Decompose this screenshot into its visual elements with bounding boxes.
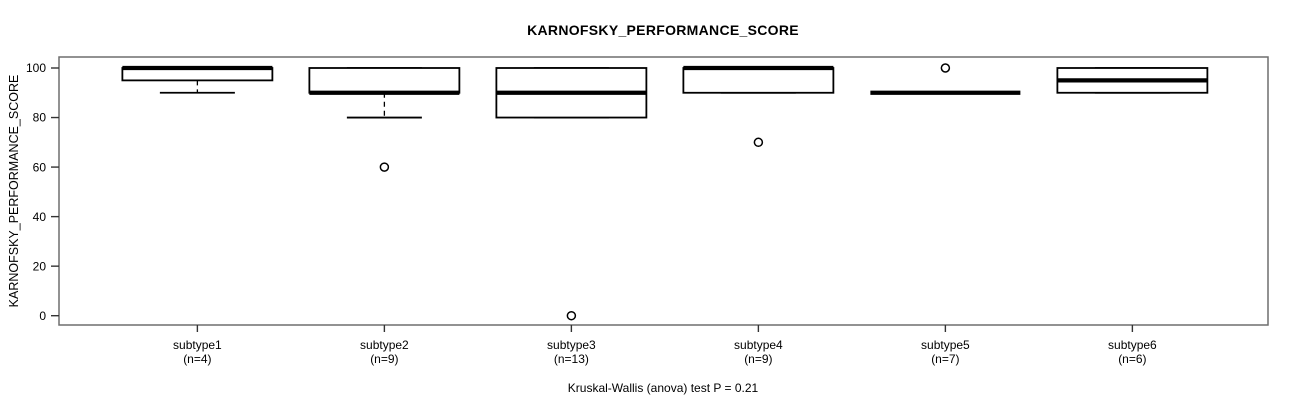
plot-frame [58,56,1269,326]
outlier-point [940,63,951,73]
box-group-subtype2 [308,67,461,172]
box-group-subtype5 [870,63,1021,95]
category-n-label: (n=9) [744,352,772,366]
category-label: subtype6 [1108,338,1157,352]
box-group-subtype3 [495,67,648,321]
y-tick-label: 40 [33,210,47,224]
y-tick-label: 0 [39,309,46,323]
boxplot-canvas [121,63,1209,321]
category-n-label: (n=13) [554,352,589,366]
y-tick-label: 20 [33,259,47,273]
outlier-point [753,137,764,148]
category-n-label: (n=9) [370,352,398,366]
category-n-label: (n=4) [183,352,211,366]
stat-test-footer: Kruskal-Wallis (anova) test P = 0.21 [568,381,759,395]
y-axis-title: KARNOFSKY_PERFORMANCE_SCORE [7,75,21,308]
category-n-label: (n=6) [1118,352,1146,366]
x-axis: subtype1(n=4)subtype2(n=9)subtype3(n=13)… [173,325,1157,366]
box-group-subtype6 [1056,67,1209,94]
outlier-point [379,162,390,172]
chart-title: KARNOFSKY_PERFORMANCE_SCORE [527,22,799,38]
y-tick-label: 60 [33,160,47,174]
category-label: subtype4 [734,338,783,352]
y-tick-label: 100 [26,61,46,75]
category-n-label: (n=7) [931,352,959,366]
category-label: subtype5 [921,338,970,352]
box-group-subtype4 [682,65,835,148]
outlier-point [566,310,577,321]
category-label: subtype1 [173,338,222,352]
category-label: subtype3 [547,338,596,352]
iqr-box [682,67,835,94]
y-axis: 0 20 40 60 80 100 [26,61,59,323]
iqr-box [308,67,461,94]
category-label: subtype2 [360,338,409,352]
box-group-subtype1 [121,65,274,94]
y-tick-label: 80 [33,111,47,125]
